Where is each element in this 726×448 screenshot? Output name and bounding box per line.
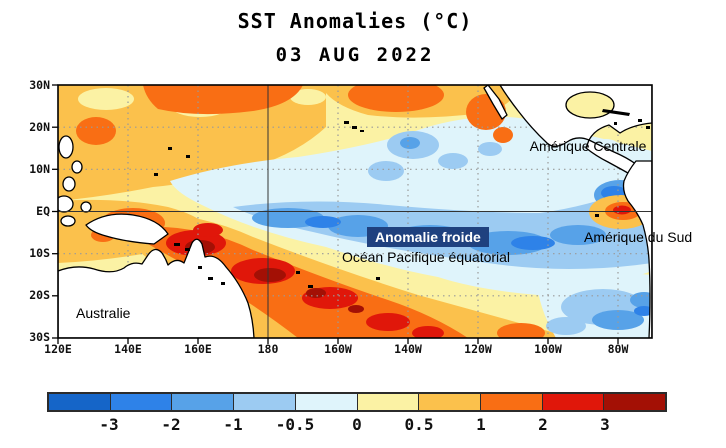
lat-tick-10s: 10S [29,246,50,260]
equatorial-pacific-label: Océan Pacifique équatorial [341,249,511,265]
philippines-island [71,160,83,174]
colorbar-cell [604,394,666,410]
galapagos-island [595,214,599,217]
australia-landmass [58,238,255,338]
baja-california-landmass [483,85,508,120]
south-america-landmass [622,160,652,338]
landmasses [58,85,652,338]
colorbar-cell [172,394,235,410]
colorbar-cell [480,394,543,410]
pacific-island [296,271,300,274]
colorbar-label: -3 [99,415,119,434]
colorbar-cell [49,394,111,410]
lat-tick-10n: 10N [29,162,50,176]
colorbar-label: -0.5 [275,415,315,434]
micronesia-island [154,173,158,176]
lon-tick-120w: 120W [464,342,492,356]
axis-ticks [52,84,619,344]
colorbar-cell [234,394,296,410]
philippines-island [58,135,74,159]
micronesia-island [168,147,172,150]
lat-tick-20n: 20N [29,120,50,134]
fiji-island [221,282,225,285]
colorbar-label: -2 [161,415,181,434]
hawaii-island [352,126,357,129]
lon-tick-80w: 80W [607,342,629,356]
colorbar-label: 0 [352,415,362,434]
solomon-island [174,243,180,246]
cold-anomaly-badge: Anomalie froide [367,227,489,247]
lon-tick-120e: 120E [44,342,72,356]
equator-dateline-lines [58,85,652,338]
gulf-of-mexico-water [565,91,615,119]
australia-label: Australie [76,305,131,321]
indonesia-island [62,176,76,192]
pacific-island [308,285,313,288]
indonesia-island [80,201,92,213]
colorbar-label: 3 [600,415,610,434]
indonesia-island [60,215,76,227]
chart-date: 03 AUG 2022 [275,44,435,66]
new-guinea-landmass [85,213,169,245]
colorbar-label: -1 [223,415,243,434]
chart-title: SST Anomalies (°C) [237,9,473,33]
sst-anomaly-field [58,85,652,338]
cuba-island [602,109,630,116]
lat-tick-20s: 20S [29,288,50,302]
colorbar-label: 2 [538,415,548,434]
colorbar-cell [295,394,358,410]
lon-tick-160w: 160W [324,342,352,356]
caribbean-island [614,122,617,125]
colorbar-cell [419,394,481,410]
lon-tick-160e: 160E [184,342,212,356]
lat-tick-30s: 30S [29,330,50,344]
solomon-island [185,248,190,251]
central-america-label: Amérique Centrale [529,138,647,154]
colorbar-label: 0.5 [404,415,434,434]
island-specks [154,109,650,288]
caribbean-island [646,126,650,129]
lon-tick-140e: 140E [114,342,142,356]
micronesia-island [186,155,190,158]
lon-tick-140w: 140W [394,342,422,356]
fiji-island [208,277,213,280]
pacific-island [376,277,380,280]
lon-tick-180: 180 [257,342,279,356]
lon-tick-100w: 100W [534,342,562,356]
caribbean-island [638,119,642,122]
hawaii-island [360,130,364,132]
colorbar [47,392,667,412]
lat-tick-eq: EQ [36,204,50,218]
south-america-label: Amérique du Sud [584,229,693,245]
hawaii-island [344,121,349,124]
colorbar-cell [542,394,605,410]
vanuatu-island [198,266,202,269]
colorbar-label: 1 [476,415,486,434]
colorbar-cell [110,394,173,410]
colorbar-cell [357,394,420,410]
pacific-sst-map [52,84,653,344]
lat-tick-30n: 30N [29,78,50,92]
